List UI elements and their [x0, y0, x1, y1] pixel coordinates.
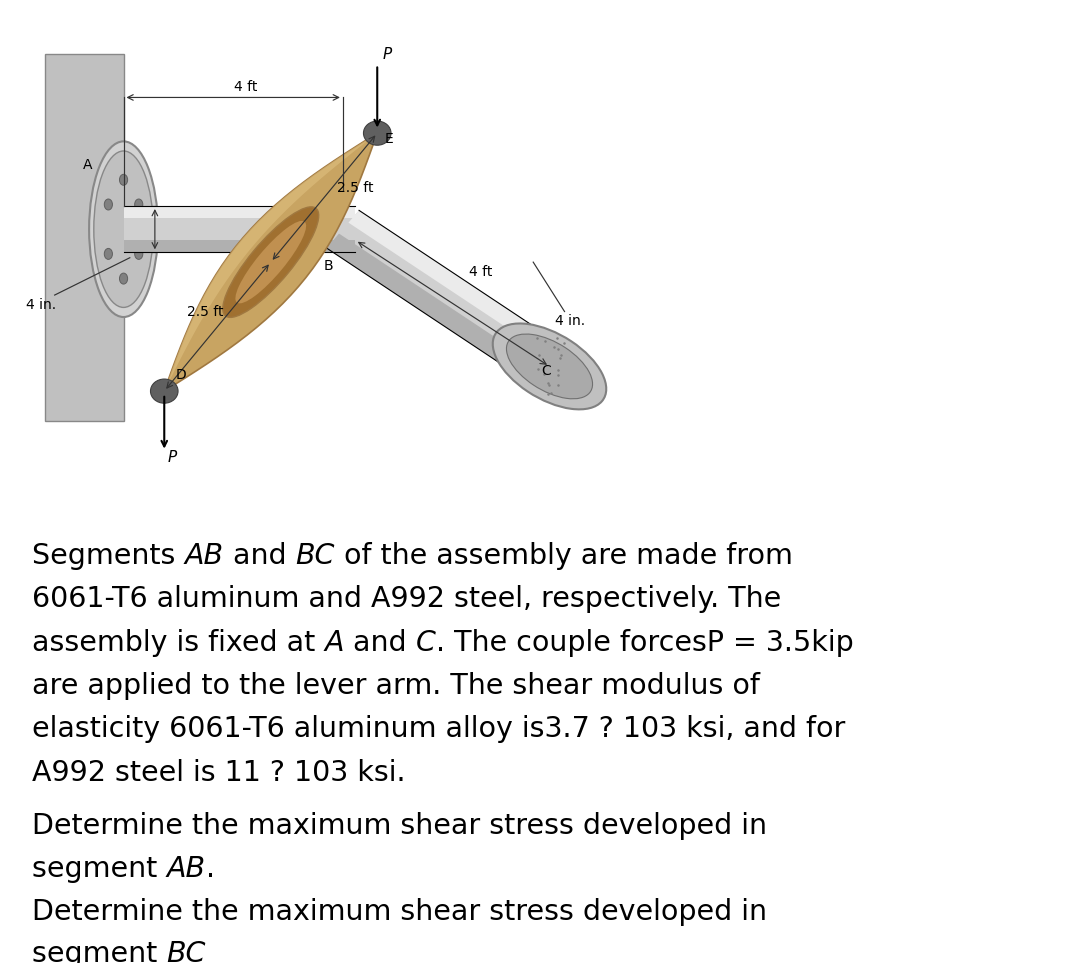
Text: 4 ft: 4 ft [469, 265, 492, 279]
Text: and: and [345, 629, 416, 657]
Polygon shape [123, 240, 355, 252]
Text: P: P [382, 47, 392, 62]
Circle shape [150, 379, 178, 403]
Ellipse shape [235, 221, 306, 303]
Polygon shape [123, 206, 355, 252]
Text: 4 in.: 4 in. [26, 298, 56, 312]
Text: C: C [541, 364, 551, 377]
Polygon shape [326, 234, 545, 385]
Text: Determine the maximum shear stress developed in: Determine the maximum shear stress devel… [32, 812, 768, 840]
Polygon shape [45, 54, 123, 422]
Text: Segments: Segments [32, 542, 185, 570]
Text: E: E [384, 132, 393, 146]
Ellipse shape [120, 273, 127, 284]
Polygon shape [123, 206, 355, 219]
Text: C: C [416, 629, 435, 657]
Text: Determine the maximum shear stress developed in: Determine the maximum shear stress devel… [32, 898, 768, 926]
Text: D: D [176, 368, 186, 382]
Text: elasticity 6061-T6 aluminum alloy is3.7 ? 103 ksi, and for: elasticity 6061-T6 aluminum alloy is3.7 … [32, 716, 846, 743]
Text: A: A [83, 158, 92, 171]
Ellipse shape [492, 324, 606, 409]
Ellipse shape [135, 199, 143, 210]
Text: BC: BC [296, 542, 335, 570]
Text: A: A [325, 629, 345, 657]
Text: assembly is fixed at: assembly is fixed at [32, 629, 325, 657]
Ellipse shape [105, 199, 112, 210]
Text: segment: segment [32, 855, 166, 883]
Ellipse shape [222, 207, 319, 318]
Text: BC: BC [166, 940, 206, 963]
Polygon shape [349, 210, 566, 360]
Text: and: and [224, 542, 296, 570]
Text: . The couple forces​P​ = 3.5kip: . The couple forces​P​ = 3.5kip [435, 629, 853, 657]
Text: P: P [167, 451, 177, 465]
Circle shape [364, 121, 391, 145]
Ellipse shape [94, 151, 153, 307]
Text: .: . [205, 855, 215, 883]
Text: AB: AB [166, 855, 205, 883]
Text: 2.5 ft: 2.5 ft [187, 304, 224, 319]
Polygon shape [164, 133, 377, 391]
Polygon shape [164, 133, 377, 391]
Polygon shape [326, 210, 566, 385]
Text: 4 in.: 4 in. [555, 314, 585, 328]
Ellipse shape [105, 248, 112, 259]
Text: A992 steel is 11 ? 103 ksi.: A992 steel is 11 ? 103 ksi. [32, 759, 406, 787]
Ellipse shape [507, 334, 593, 399]
Ellipse shape [89, 142, 158, 317]
Text: AB: AB [185, 542, 224, 570]
Text: 2.5 ft: 2.5 ft [337, 181, 374, 195]
Ellipse shape [135, 248, 143, 259]
Text: B: B [324, 259, 334, 273]
Text: 4 ft: 4 ft [234, 80, 257, 93]
Text: are applied to the lever arm. The shear modulus of: are applied to the lever arm. The shear … [32, 672, 760, 700]
Text: 6061-T6 aluminum and A992 steel, respectively. The: 6061-T6 aluminum and A992 steel, respect… [32, 586, 782, 613]
Text: of the assembly are made from: of the assembly are made from [335, 542, 793, 570]
Ellipse shape [120, 174, 127, 185]
Text: segment: segment [32, 940, 166, 963]
